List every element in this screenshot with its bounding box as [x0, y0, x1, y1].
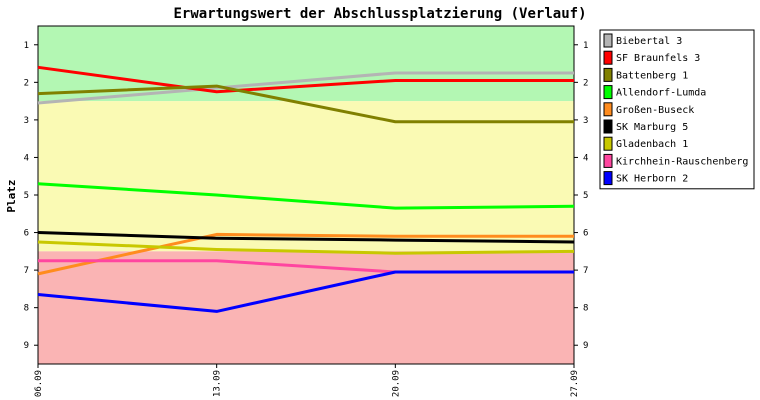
legend-label-3: Battenberg 1 — [616, 70, 688, 81]
background-band-3 — [38, 251, 574, 364]
y-tick-label-right-7: 7 — [583, 266, 588, 276]
chart-title: Erwartungswert der Abschlussplatzierung … — [173, 6, 586, 22]
y-tick-label-right-9: 9 — [583, 341, 588, 351]
x-tick-label-20.09: 20.09 — [391, 370, 401, 397]
legend: Biebertal 3 SF Braunfels 3 Battenberg 1 All… — [599, 29, 755, 190]
y-tick-label-left-1: 1 — [24, 41, 29, 51]
legend-swatch-1 — [603, 33, 613, 48]
series-layer — [37, 65, 575, 313]
series-line-9 — [37, 270, 574, 313]
legend-label-8: Kirchhein-Rauschenberg — [616, 156, 748, 167]
y-tick-label-right-4: 4 — [583, 153, 588, 163]
y-tick-label-right-2: 2 — [583, 78, 588, 88]
y-tick-label-right-5: 5 — [583, 191, 588, 201]
x-tick-label-27.09: 27.09 — [570, 370, 580, 397]
y-tick-label-right-3: 3 — [583, 116, 588, 126]
x-tick-label-06.09: 06.09 — [34, 370, 44, 397]
x-tick-label-13.09: 13.09 — [213, 370, 223, 397]
legend-swatch-5 — [603, 102, 613, 117]
legend-label-4: Allendorf-Lumda — [616, 88, 706, 99]
y-axis-label: Platz — [5, 179, 18, 212]
legend-label-9: SK Herborn 2 — [616, 174, 688, 185]
band-layer — [38, 26, 574, 364]
legend-label-5: Großen-Buseck — [616, 105, 694, 116]
series-line-5 — [37, 232, 574, 276]
legend-swatch-9 — [603, 171, 613, 186]
legend-swatch-4 — [603, 85, 613, 100]
legend-swatch-2 — [603, 50, 613, 65]
series-line-3 — [37, 84, 574, 124]
y-axis-right: 1 2 3 4 5 6 7 8 9 — [574, 41, 588, 351]
series-line-7 — [37, 240, 575, 255]
y-tick-label-left-3: 3 — [24, 116, 29, 126]
y-tick-label-left-8: 8 — [24, 304, 29, 314]
series-line-6 — [37, 231, 575, 244]
x-axis: 06.09 13.09 20.09 27.09 — [34, 364, 580, 397]
y-tick-label-left-6: 6 — [24, 229, 29, 239]
y-axis-left: 1 2 3 4 5 6 7 8 9 — [24, 41, 38, 351]
y-tick-label-left-5: 5 — [24, 191, 29, 201]
y-tick-label-left-7: 7 — [24, 266, 29, 276]
y-tick-label-right-6: 6 — [583, 229, 588, 239]
y-tick-label-right-8: 8 — [583, 304, 588, 314]
legend-label-7: Gladenbach 1 — [616, 139, 688, 150]
y-tick-label-left-4: 4 — [24, 153, 29, 163]
legend-swatch-7 — [603, 136, 613, 151]
y-tick-label-left-2: 2 — [24, 78, 29, 88]
legend-label-1: Biebertal 3 — [616, 36, 682, 47]
legend-swatch-3 — [603, 67, 613, 82]
background-band-2 — [38, 101, 574, 252]
legend-label-2: SF Braunfels 3 — [616, 53, 700, 64]
series-line-1 — [37, 71, 574, 105]
series-line-4 — [37, 182, 575, 210]
series-line-2 — [37, 65, 574, 94]
y-tick-label-left-9: 9 — [24, 341, 29, 351]
legend-label-6: SK Marburg 5 — [616, 122, 688, 133]
legend-swatch-8 — [603, 153, 613, 168]
y-tick-label-right-1: 1 — [583, 41, 588, 51]
legend-swatch-6 — [603, 119, 613, 134]
legend-box — [599, 29, 755, 190]
